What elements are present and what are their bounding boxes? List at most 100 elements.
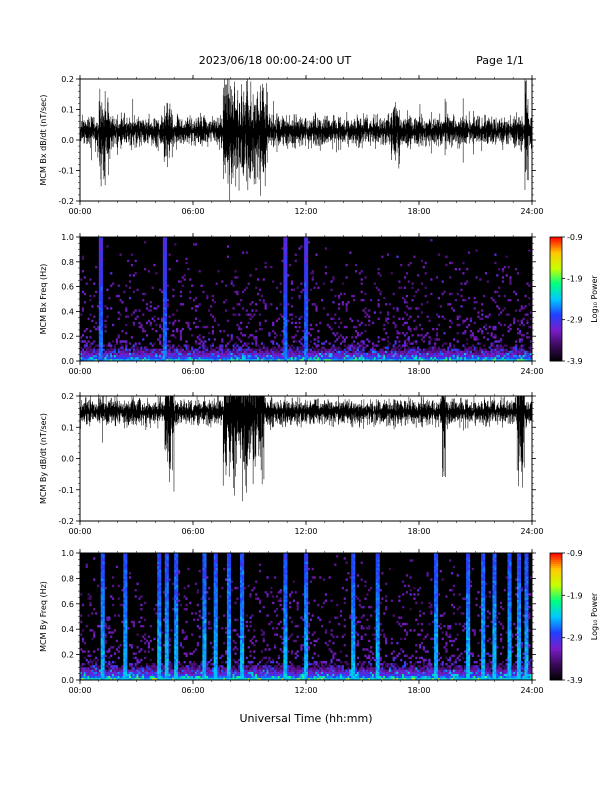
spectrogram-cell bbox=[319, 350, 322, 354]
spectrogram-cell bbox=[528, 358, 531, 361]
spectrogram-cell bbox=[530, 352, 532, 356]
spectrogram-cell bbox=[215, 665, 218, 668]
spectrogram-cell bbox=[473, 307, 476, 310]
spectrogram-cell bbox=[490, 348, 493, 351]
spectrogram-cell bbox=[204, 580, 207, 583]
spectrogram-cell bbox=[147, 352, 150, 356]
plot-area bbox=[80, 79, 532, 201]
spectrogram-cell bbox=[168, 315, 171, 318]
spectrogram-cell bbox=[157, 574, 160, 577]
spectrogram-cell bbox=[168, 348, 171, 351]
spectrogram-cell bbox=[456, 348, 459, 351]
spectrogram-cell bbox=[151, 352, 154, 356]
spectrogram-cell bbox=[304, 292, 307, 296]
spectrogram-cell bbox=[125, 620, 128, 624]
spectrogram-cell bbox=[206, 294, 209, 298]
spectrogram-cell bbox=[132, 348, 135, 351]
spectrogram-cell bbox=[345, 346, 348, 349]
spectrogram-cell bbox=[490, 344, 493, 347]
spectrogram-cell bbox=[353, 350, 356, 354]
spectrogram-cell bbox=[204, 633, 207, 636]
spectrogram-cell bbox=[232, 313, 235, 316]
spectrogram-cell bbox=[377, 317, 380, 320]
spectrogram-cell bbox=[324, 350, 328, 354]
spectrogram-cell bbox=[194, 325, 198, 329]
spectrogram-cell bbox=[290, 305, 294, 308]
spectrogram-cell bbox=[426, 356, 429, 360]
spectrogram-cell bbox=[213, 652, 216, 655]
spectrogram-cell bbox=[315, 354, 318, 358]
spectrogram-cell bbox=[202, 677, 205, 680]
spectrogram-cell bbox=[117, 311, 120, 314]
spectrogram-cell bbox=[179, 352, 182, 356]
spectrogram-cell bbox=[513, 350, 516, 354]
spectrogram-cell bbox=[375, 344, 378, 347]
spectrogram-cell bbox=[215, 620, 218, 624]
spectrogram-cell bbox=[183, 677, 186, 680]
spectrogram-cell bbox=[89, 669, 92, 672]
spectrogram-cell bbox=[513, 319, 516, 323]
colorbar-segment bbox=[550, 344, 562, 347]
spectrogram-cell bbox=[460, 305, 463, 308]
spectrogram-cell bbox=[411, 299, 414, 302]
spectrogram-cell bbox=[420, 354, 424, 358]
spectrogram-cell bbox=[437, 338, 441, 341]
spectrogram-cell bbox=[275, 354, 279, 358]
spectrogram-cell bbox=[526, 352, 529, 356]
spectrogram-cell bbox=[177, 572, 181, 575]
spectrogram-cell bbox=[330, 348, 333, 351]
spectrogram-cell bbox=[117, 317, 120, 320]
spectrogram-cell bbox=[153, 315, 156, 318]
spectrogram-cell bbox=[127, 675, 130, 679]
spectrogram-cell bbox=[505, 356, 508, 360]
spectrogram-cell bbox=[290, 336, 294, 339]
spectrogram-cell bbox=[123, 350, 126, 354]
spectrogram-cell bbox=[264, 352, 267, 356]
spectrogram-cell bbox=[213, 354, 216, 358]
spectrogram-cell bbox=[420, 352, 424, 356]
spectrogram-cell bbox=[104, 677, 107, 680]
spectrogram-cell bbox=[166, 601, 169, 605]
spectrogram-cell bbox=[164, 646, 167, 649]
spectrogram-cell bbox=[174, 610, 177, 613]
spectrogram-cell bbox=[530, 354, 532, 358]
spectrogram-cell bbox=[309, 354, 312, 358]
spectrogram-cell bbox=[112, 667, 115, 670]
spectrogram-cell bbox=[130, 665, 134, 668]
spectrogram-cell bbox=[102, 665, 105, 668]
spectrogram-cell bbox=[245, 286, 248, 289]
spectrogram-cell bbox=[164, 340, 167, 343]
spectrogram-cell bbox=[98, 278, 102, 281]
spectrogram-cell bbox=[164, 249, 167, 252]
spectrogram-cell bbox=[221, 352, 224, 356]
spectrogram-cell bbox=[283, 346, 286, 349]
spectrogram-cell bbox=[123, 588, 126, 592]
spectrogram-cell bbox=[102, 584, 105, 588]
spectrogram-cell bbox=[176, 593, 179, 596]
spectrogram-cell bbox=[243, 342, 247, 345]
spectrogram-cell bbox=[172, 582, 175, 586]
x-tick-label: 00:00 bbox=[68, 367, 91, 376]
spectrogram-cell bbox=[251, 315, 254, 318]
spectrogram-cell bbox=[285, 270, 288, 273]
spectrogram-cell bbox=[98, 338, 102, 341]
spectrogram-cell bbox=[386, 354, 390, 358]
spectrogram-cell bbox=[202, 675, 205, 679]
spectrogram-cell bbox=[174, 654, 177, 658]
spectrogram-cell bbox=[341, 301, 344, 304]
spectrogram-cell bbox=[304, 276, 307, 279]
spectrogram-cell bbox=[181, 677, 184, 680]
spectrogram-cell bbox=[213, 641, 216, 645]
spectrogram-cell bbox=[130, 669, 134, 672]
spectrogram-cell bbox=[206, 669, 209, 672]
spectrogram-cell bbox=[115, 673, 118, 677]
spectrogram-cell bbox=[219, 358, 222, 361]
spectrogram-cell bbox=[166, 340, 169, 343]
spectrogram-cell bbox=[356, 342, 360, 345]
spectrogram-cell bbox=[100, 346, 103, 349]
spectrogram-cell bbox=[157, 605, 160, 609]
spectrogram-cell bbox=[430, 352, 433, 356]
x-tick-label: 12:00 bbox=[294, 527, 317, 536]
spectrogram-cell bbox=[283, 344, 286, 347]
spectrogram-cell bbox=[193, 243, 196, 246]
